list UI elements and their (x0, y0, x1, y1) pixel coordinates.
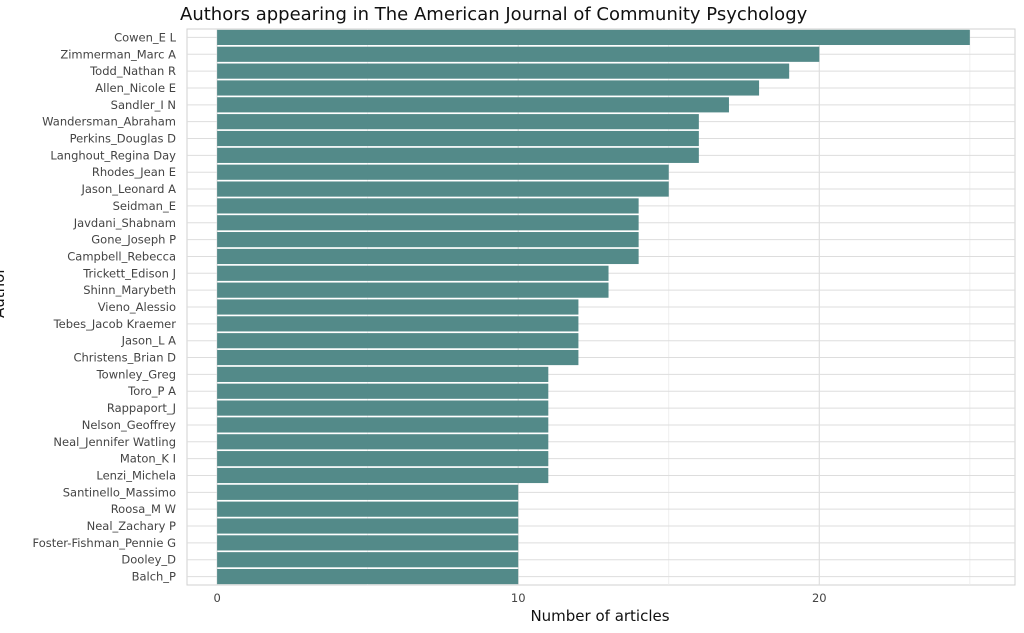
x-axis-title: Number of articles (530, 607, 670, 625)
category-label: Rhodes_Jean E (92, 165, 176, 179)
category-label: Todd_Nathan R (89, 64, 176, 78)
bar (217, 46, 820, 62)
bar (217, 215, 639, 231)
category-label: Trickett_Edison J (82, 266, 176, 280)
category-label: Vieno_Alessio (98, 300, 176, 314)
category-label: Perkins_Douglas D (70, 132, 177, 146)
x-tick-label: 0 (213, 591, 220, 605)
bar (217, 451, 549, 467)
bar (217, 248, 639, 265)
bar (217, 518, 519, 534)
bar (217, 181, 669, 197)
category-label: Langhout_Regina Day (50, 148, 176, 162)
bar (217, 97, 729, 113)
bar (217, 316, 579, 332)
category-label: Seidman_E (113, 199, 176, 213)
category-label: Neal_Jennifer Watling (53, 435, 176, 449)
bar (217, 535, 519, 551)
category-label: Allen_Nicole E (95, 81, 176, 95)
bar (217, 333, 579, 349)
bar (217, 164, 669, 180)
bar (217, 198, 639, 214)
bar (217, 282, 609, 298)
bar (217, 130, 699, 147)
category-label: Lenzi_Michela (96, 468, 176, 482)
category-label: Neal_Zachary P (87, 519, 176, 533)
bar (217, 552, 519, 568)
bar (217, 232, 639, 248)
category-label: Maton_K I (120, 452, 176, 466)
bar (217, 114, 699, 130)
x-tick-label: 10 (511, 591, 526, 605)
bar (217, 484, 519, 500)
category-label: Sandler_I N (111, 98, 176, 112)
bar (217, 299, 579, 315)
x-tick-label: 20 (812, 591, 827, 605)
bar (217, 265, 609, 281)
category-label: Cowen_E L (114, 30, 177, 44)
bar (217, 400, 549, 416)
bar (217, 434, 549, 450)
category-label: Foster-Fishman_Pennie G (32, 536, 176, 550)
category-label: Shinn_Marybeth (83, 283, 176, 297)
category-label: Campbell_Rebecca (67, 249, 176, 263)
bar (217, 383, 549, 399)
category-label: Jason_Leonard A (80, 182, 176, 196)
category-label: Wandersman_Abraham (42, 115, 176, 129)
bar (217, 467, 549, 484)
bar (217, 366, 549, 382)
category-label: Gone_Joseph P (91, 233, 176, 247)
bar (217, 63, 790, 79)
bar (217, 349, 579, 366)
y-axis-title: Author (0, 267, 8, 318)
category-label: Roosa_M W (111, 502, 176, 516)
bar (217, 147, 699, 163)
category-label: Nelson_Geoffrey (82, 418, 176, 432)
bar (217, 80, 760, 96)
category-label: Toro_P A (127, 384, 176, 398)
category-label: Dooley_D (121, 553, 176, 567)
category-label: Rappaport_J (107, 401, 176, 415)
bar (217, 501, 519, 517)
category-label: Santinello_Massimo (63, 485, 176, 499)
bar (217, 29, 970, 46)
category-label: Tebes_Jacob Kraemer (53, 317, 177, 331)
category-label: Balch_P (132, 570, 176, 584)
bar (217, 417, 549, 433)
category-label: Christens_Brian D (73, 351, 176, 365)
bar (217, 568, 519, 585)
chart-title: Authors appearing in The American Journa… (180, 4, 808, 25)
category-label: Javdani_Shabnam (73, 216, 176, 230)
category-label: Jason_L A (121, 334, 177, 348)
category-label: Zimmerman_Marc A (60, 47, 176, 61)
category-label: Townley_Greg (96, 367, 176, 381)
